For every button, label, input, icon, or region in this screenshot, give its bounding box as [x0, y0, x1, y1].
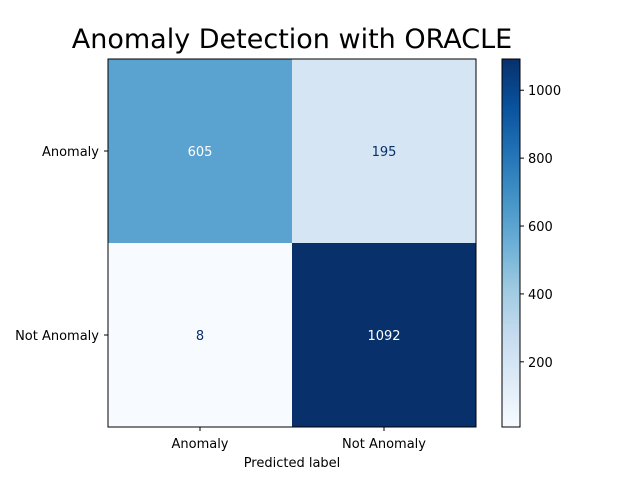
colorbar-ticks: 200 400 600 800 1000	[520, 84, 561, 371]
chart-title: Anomaly Detection with ORACLE	[72, 24, 513, 55]
cell-value-label: 8	[196, 329, 204, 344]
cell-value-label: 195	[372, 145, 397, 160]
matrix-cell	[292, 59, 476, 243]
matrix-cell	[292, 243, 476, 427]
colorbar-tick-label: 200	[528, 356, 553, 371]
x-tick-label: Not Anomaly	[342, 437, 426, 452]
matrix-cells: 605 195 8 1092	[108, 59, 476, 427]
y-tick-label: Anomaly	[42, 145, 99, 160]
y-ticks: Anomaly Not Anomaly	[15, 145, 108, 344]
colorbar-tick-label: 400	[528, 288, 553, 303]
matrix-cell	[108, 59, 292, 243]
x-axis-label: Predicted label	[244, 456, 341, 471]
colorbar-tick-label: 1000	[528, 84, 561, 99]
colorbar-tick-label: 800	[528, 152, 553, 167]
x-tick-label: Anomaly	[171, 437, 228, 452]
colorbar-frame	[501, 58, 521, 428]
matrix-frame	[107, 58, 477, 428]
colorbar-tick-label: 600	[528, 220, 553, 235]
x-ticks: Anomaly Not Anomaly	[171, 427, 426, 452]
matrix-cell	[108, 243, 292, 427]
y-tick-label: Not Anomaly	[15, 329, 99, 344]
colorbar	[502, 59, 520, 427]
cell-value-label: 605	[188, 145, 213, 160]
cell-value-label: 1092	[367, 329, 400, 344]
